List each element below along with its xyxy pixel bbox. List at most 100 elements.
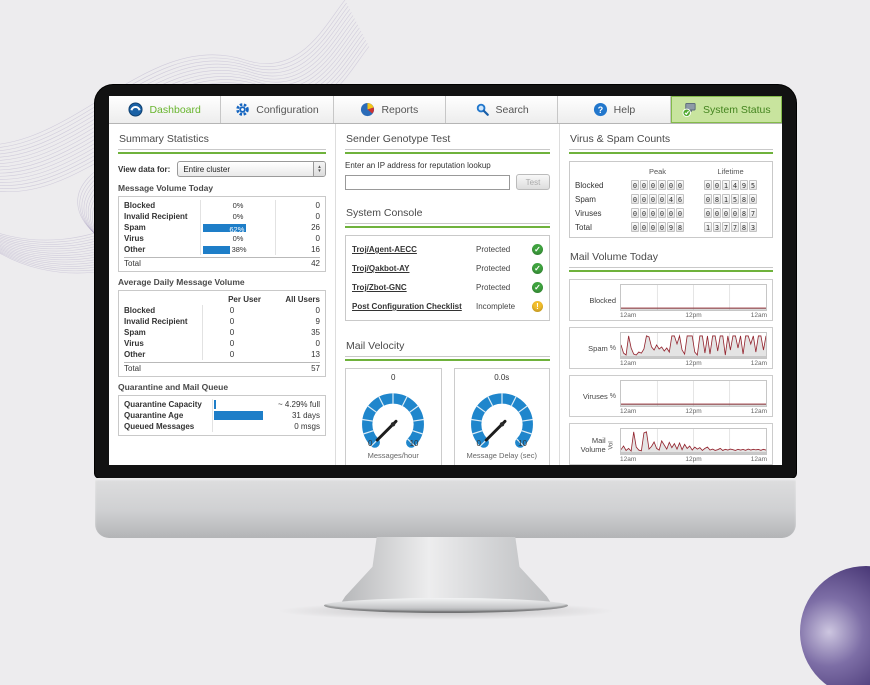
table-row: Invalid Recipient 0% 0 (124, 211, 320, 222)
green-rule (345, 226, 550, 228)
dashboard-icon (128, 102, 143, 117)
virus-spam-counts-title: Virus & Spam Counts (569, 130, 773, 150)
tab-help[interactable]: ? Help (558, 96, 671, 123)
select-stepper-icon[interactable]: ▲ ▼ (313, 162, 325, 176)
tab-reports-label: Reports (381, 103, 419, 116)
quarantine-table: Quarantine Capacity ~ 4.29% full Quarant… (118, 395, 326, 436)
tab-configuration[interactable]: Configuration (221, 96, 334, 123)
viruses-chart: Viruses % 12am 12pm 12am (569, 375, 773, 417)
decorative-crescent (800, 566, 870, 685)
tab-help-label: Help (613, 103, 636, 116)
checklist-link[interactable]: Post Configuration Checklist (352, 302, 462, 311)
summary-statistics-title: Summary Statistics (118, 130, 326, 150)
volume-bar: 38% (200, 244, 276, 255)
system-status-icon (682, 102, 696, 117)
help-icon: ? (593, 102, 607, 117)
monitor-stand-neck (341, 537, 551, 603)
tab-dashboard-label: Dashboard (149, 103, 201, 116)
middle-panel: Sender Genotype Test Enter an IP address… (336, 124, 560, 465)
tab-system-status[interactable]: System Status (670, 96, 782, 123)
message-delay-gauge: 0.0s 0 10 Message Delay (sec) (453, 368, 550, 465)
tab-dashboard[interactable]: Dashboard (109, 96, 222, 123)
tab-configuration-label: Configuration (256, 103, 319, 116)
right-panel: Virus & Spam Counts Peak Lifetime Blocke… (560, 124, 782, 465)
green-rule (569, 152, 773, 154)
tab-system-status-label: System Status (702, 103, 771, 116)
volume-bar: 0% (200, 233, 276, 244)
protected-check-icon: ✓ (532, 244, 543, 255)
system-console-list: Troj/Agent-AECC Protected ✓ Troj/Qakbot-… (345, 235, 550, 321)
protected-check-icon: ✓ (532, 282, 543, 293)
dashboard-content: Summary Statistics View data for: Entire… (109, 124, 782, 465)
cluster-select[interactable]: Entire cluster ▲ ▼ (177, 161, 326, 177)
sparkline (620, 284, 767, 311)
green-rule (345, 152, 550, 154)
volume-bar: 0% (200, 200, 276, 211)
list-item: Post Configuration Checklist Incomplete … (352, 297, 543, 316)
table-row: Virus 0 0 (124, 338, 320, 349)
ip-address-input[interactable] (345, 174, 510, 190)
list-item: Troj/Qakbot-AY Protected ✓ (352, 259, 543, 278)
search-icon (476, 103, 489, 116)
monitor-bezel: Dashboard Configuration Reports (95, 85, 796, 478)
tab-reports[interactable]: Reports (333, 96, 446, 123)
summary-statistics-panel: Summary Statistics View data for: Entire… (109, 124, 336, 465)
table-row: Blocked 0 0 (124, 305, 320, 316)
mail-volume-today-title: Mail Volume Today (569, 248, 773, 268)
table-row: Virus 0% 0 (124, 233, 320, 244)
total-row: Total 42 (124, 257, 320, 268)
nav-tabs: Dashboard Configuration Reports (109, 96, 782, 124)
sparkline (620, 332, 767, 359)
list-item: Troj/Agent-AECC Protected ✓ (352, 240, 543, 259)
total-row: Total 57 (124, 362, 320, 373)
test-button[interactable]: Test (516, 174, 550, 190)
tab-search-label: Search (495, 103, 529, 116)
quarantine-capacity-bar (212, 399, 264, 410)
sender-genotype-title: Sender Genotype Test (345, 130, 550, 150)
queued-messages-bar (212, 421, 264, 432)
cluster-select-value: Entire cluster (183, 164, 230, 174)
gear-icon (236, 103, 250, 116)
tab-search[interactable]: Search (445, 96, 559, 123)
list-item: Troj/Zbot-GNC Protected ✓ (352, 278, 543, 297)
protected-check-icon: ✓ (532, 263, 543, 274)
monitor-stand-base (324, 598, 568, 613)
gauge-reading: 0.0s (494, 373, 510, 382)
table-row: Spam 0 35 (124, 327, 320, 338)
threat-link[interactable]: Troj/Zbot-GNC (352, 283, 407, 292)
svg-text:?: ? (597, 105, 602, 115)
gauge-caption: Message Delay (sec) (466, 451, 537, 460)
ip-lookup-prompt: Enter an IP address for reputation looku… (345, 161, 491, 170)
table-row: Quarantine Capacity ~ 4.29% full (124, 399, 320, 410)
threat-link[interactable]: Troj/Agent-AECC (352, 245, 417, 254)
mail-velocity-title: Mail Velocity (345, 337, 550, 357)
table-row: Invalid Recipient 0 9 (124, 316, 320, 327)
monitor-chin (95, 478, 796, 538)
system-console-title: System Console (345, 204, 550, 224)
table-row: Other 0 13 (124, 349, 320, 360)
volume-bar: 0% (200, 211, 276, 222)
gauge-dial (459, 383, 545, 448)
quarantine-age-bar (212, 410, 264, 421)
incomplete-warning-icon: ! (532, 301, 543, 312)
view-data-for-label: View data for: (118, 164, 171, 174)
sparkline (620, 380, 767, 407)
blocked-chart: Blocked 12am 12pm 12am (569, 279, 773, 321)
gauge-dial (350, 383, 436, 448)
gauge-reading: 0 (391, 373, 396, 382)
spam-chart: Spam % 12am 12pm 12am (569, 327, 773, 369)
table-row: Spam 62% 26 (124, 222, 320, 234)
sparkline (620, 428, 767, 455)
threat-link[interactable]: Troj/Qakbot-AY (352, 264, 410, 273)
messages-per-hour-gauge: 0 0 10 Messages/hour (345, 368, 442, 465)
table-row: Queued Messages 0 msgs (124, 421, 320, 432)
message-volume-today-title: Message Volume Today (118, 183, 214, 193)
green-rule (569, 270, 773, 272)
green-rule (118, 152, 326, 154)
